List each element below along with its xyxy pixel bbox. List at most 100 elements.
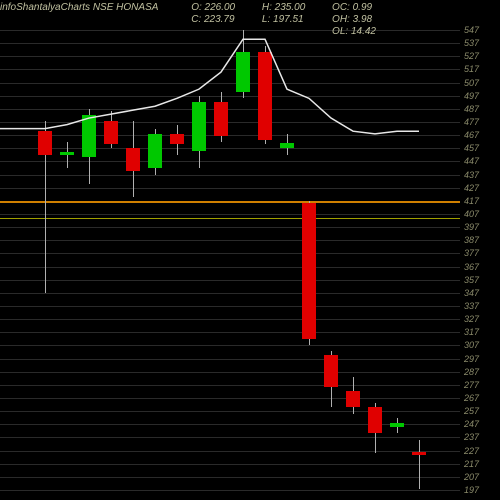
gridline [0,148,460,149]
gridline [0,83,460,84]
candle-body[interactable] [258,52,272,140]
stat-open: O: 226.00 [191,2,235,14]
y-axis-label: 267 [464,393,479,403]
gridline [0,188,460,189]
y-axis-label: 257 [464,406,479,416]
candle-body[interactable] [170,134,184,145]
candle-body[interactable] [302,203,316,338]
stat-close: C: 223.79 [191,14,235,26]
y-axis-label: 467 [464,130,479,140]
candle-body[interactable] [192,102,206,151]
gridline [0,280,460,281]
candle-body[interactable] [280,143,294,148]
stat-ol: OL: 14.42 [332,26,376,38]
stat-oh: OH: 3.98 [332,14,376,26]
gridline [0,122,460,123]
y-axis-label: 307 [464,340,479,350]
ohlc-stats: O: 226.00 C: 223.79 H: 235.00 L: 197.51 … [191,2,400,38]
y-axis-label: 337 [464,301,479,311]
y-axis-label: 357 [464,275,479,285]
candle-wick [419,440,420,489]
y-axis-label: 427 [464,183,479,193]
chart-plot-area[interactable] [0,0,460,500]
y-axis-label: 487 [464,104,479,114]
gridline [0,69,460,70]
y-axis-label: 197 [464,485,479,495]
reference-line [0,218,460,219]
y-axis-label: 497 [464,91,479,101]
candle-body[interactable] [82,115,96,157]
candle-body[interactable] [60,152,74,155]
chart-header: infoShantalyaCharts NSE HONASA O: 226.00… [0,2,460,38]
gridline [0,56,460,57]
stat-high: H: 235.00 [262,2,305,14]
y-axis-label: 377 [464,248,479,258]
gridline [0,411,460,412]
y-axis-label: 317 [464,327,479,337]
gridline [0,175,460,176]
y-axis-label: 517 [464,64,479,74]
y-axis-label: 407 [464,209,479,219]
gridline [0,267,460,268]
stat-low: L: 197.51 [262,14,305,26]
y-axis-label: 537 [464,38,479,48]
gridline [0,43,460,44]
y-axis-label: 437 [464,170,479,180]
candle-body[interactable] [390,423,404,427]
candle-body[interactable] [126,148,140,170]
gridline [0,372,460,373]
gridline [0,464,460,465]
candle-body[interactable] [324,355,338,388]
gridline [0,477,460,478]
gridline [0,306,460,307]
y-axis-label: 477 [464,117,479,127]
candle-body[interactable] [368,407,382,433]
gridline [0,293,460,294]
reference-line [0,201,460,203]
y-axis-label: 457 [464,143,479,153]
gridline [0,227,460,228]
gridline [0,240,460,241]
y-axis-label: 227 [464,446,479,456]
chart-container: 547 537 527 517 507 497 487 477 467 457 447 437 427 4… [0,0,500,500]
y-axis-label: 287 [464,367,479,377]
gridline [0,451,460,452]
gridline [0,398,460,399]
y-axis-label: 447 [464,156,479,166]
candle-body[interactable] [412,452,426,455]
y-axis-label: 347 [464,288,479,298]
y-axis-label: 327 [464,314,479,324]
gridline [0,109,460,110]
y-axis-label: 417 [464,196,479,206]
y-axis-label: 507 [464,78,479,88]
y-axis-label: 547 [464,25,479,35]
gridline [0,437,460,438]
gridline [0,345,460,346]
candle-body[interactable] [148,134,162,168]
gridline [0,96,460,97]
chart-title: infoShantalyaCharts NSE HONASA [0,2,158,13]
y-axis-label: 297 [464,354,479,364]
candle-body[interactable] [104,121,118,145]
y-axis-label: 217 [464,459,479,469]
candle-body[interactable] [214,102,228,136]
gridline [0,385,460,386]
gridline [0,359,460,360]
y-axis-label: 237 [464,432,479,442]
y-axis-label: 277 [464,380,479,390]
y-axis-label: 367 [464,262,479,272]
candle-body[interactable] [236,52,250,91]
gridline [0,214,460,215]
y-axis-label: 527 [464,51,479,61]
gridline [0,490,460,491]
y-axis-label: 387 [464,235,479,245]
y-axis-label: 397 [464,222,479,232]
gridline [0,135,460,136]
candle-body[interactable] [38,131,52,155]
gridline [0,253,460,254]
candle-wick [67,142,68,168]
y-axis-label: 207 [464,472,479,482]
candle-body[interactable] [346,391,360,407]
gridline [0,319,460,320]
y-axis: 547 537 527 517 507 497 487 477 467 457 447 437 427 4… [460,0,500,500]
